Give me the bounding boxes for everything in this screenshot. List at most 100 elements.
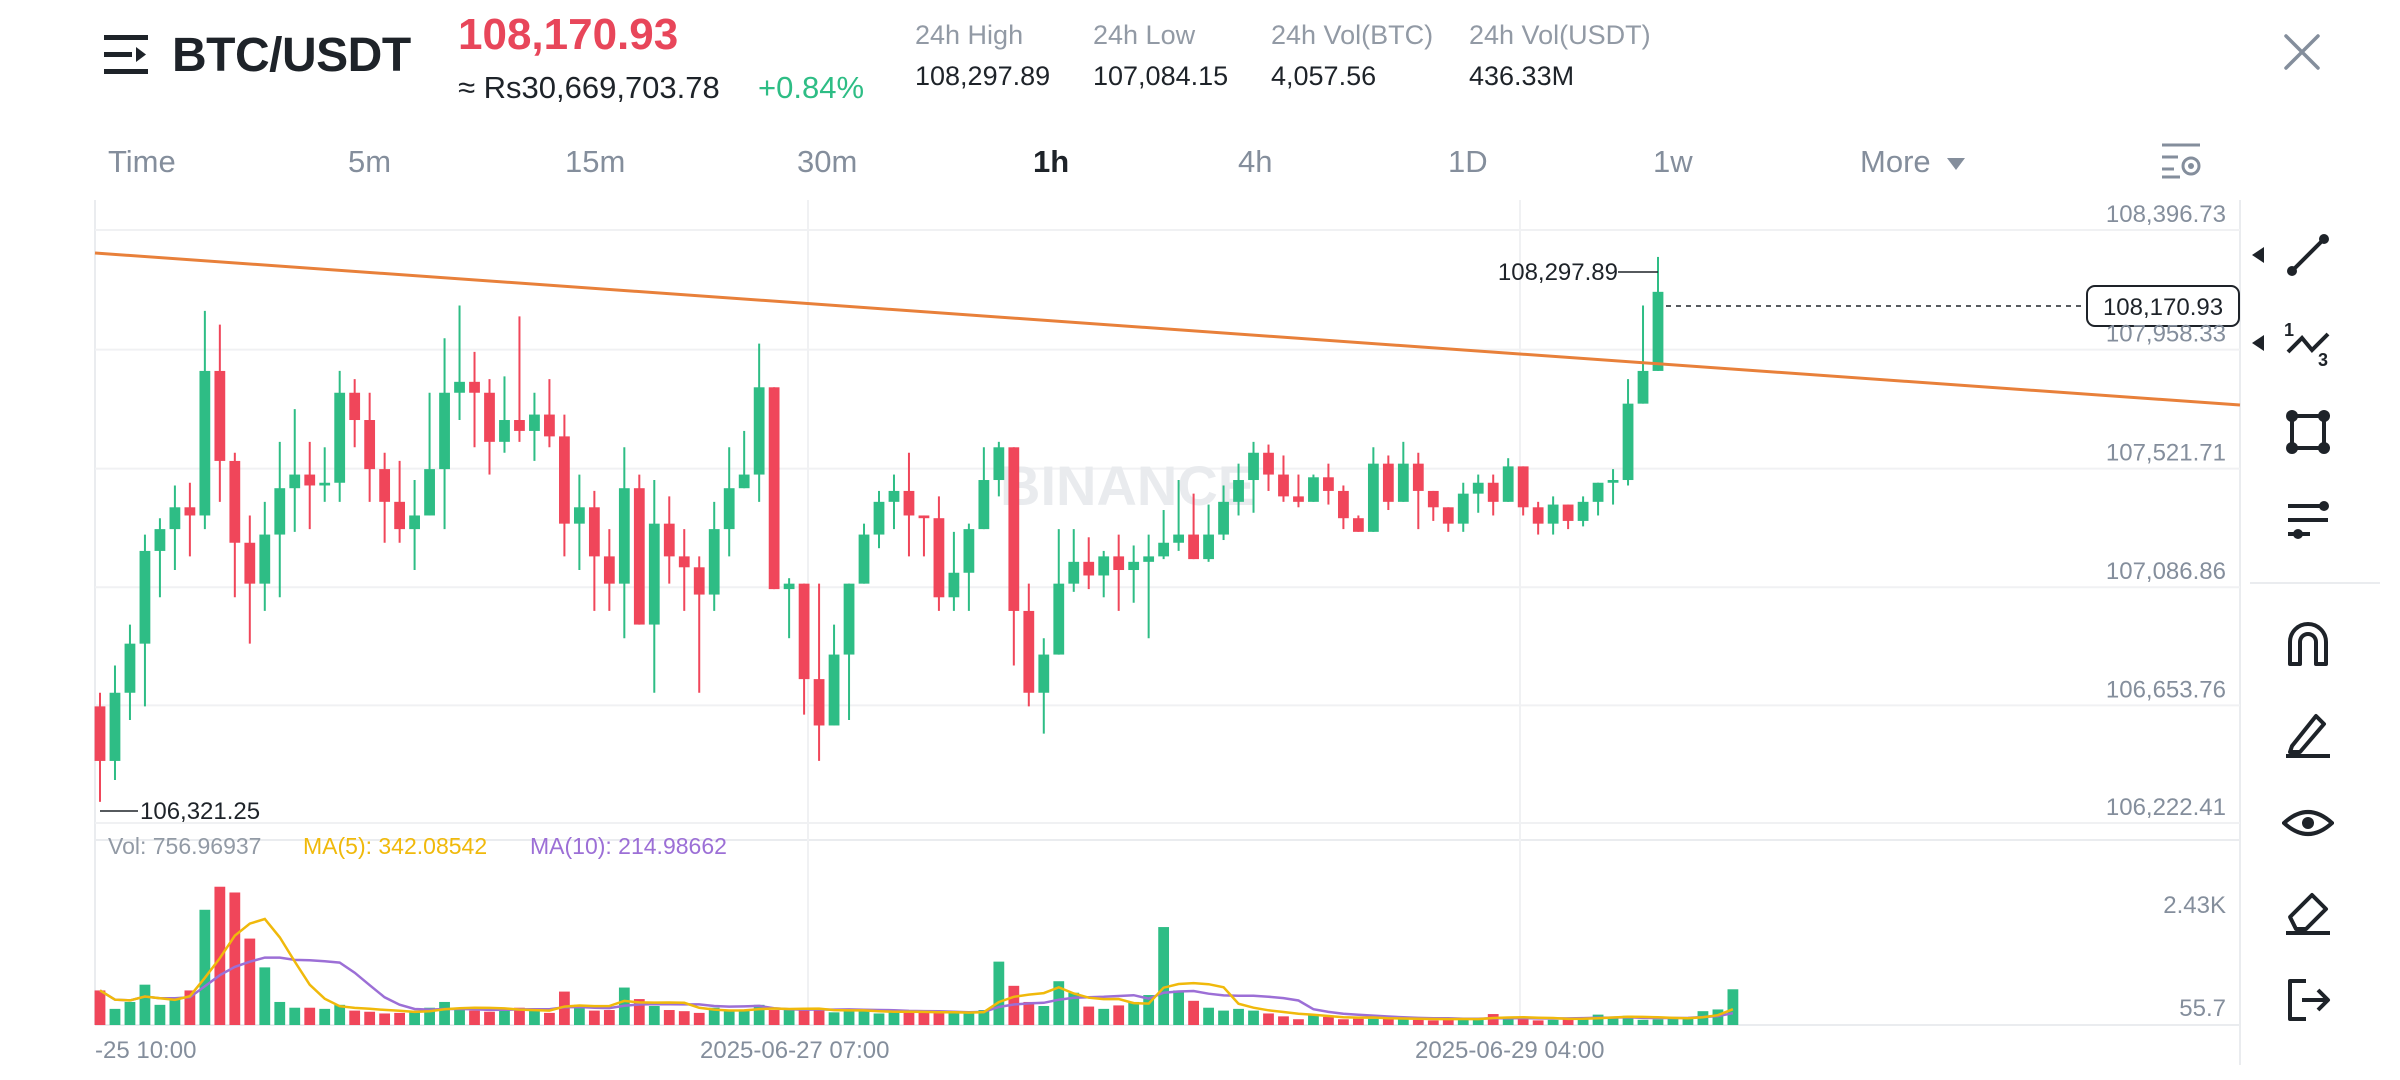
- volume-legend: Vol: 756.96937: [108, 833, 262, 859]
- candle-body: [1517, 466, 1529, 508]
- candles-layer: [94, 256, 1664, 802]
- candle-body: [439, 392, 450, 470]
- volume-bar: [1352, 1018, 1364, 1025]
- eye-icon[interactable]: [2281, 797, 2335, 849]
- volume-bar: [768, 1010, 780, 1025]
- volume-bar: [1023, 1001, 1035, 1025]
- candle-body: [184, 507, 196, 516]
- candle-body: [1143, 556, 1155, 562]
- close-icon[interactable]: [2282, 32, 2322, 72]
- volume-bar: [1263, 1013, 1274, 1025]
- volume-bar: [1083, 1006, 1095, 1025]
- stat-label-24h-high: 24h High: [915, 20, 1024, 50]
- magnet-icon[interactable]: [2282, 618, 2334, 670]
- volume-bar: [633, 999, 645, 1025]
- volume-bar: [229, 892, 241, 1025]
- candle-body: [529, 414, 540, 431]
- candle-body: [768, 387, 780, 590]
- volume-bar: [993, 961, 1005, 1025]
- volume-bar: [1278, 1016, 1289, 1025]
- indicator-settings-icon[interactable]: [2282, 494, 2334, 546]
- chart-settings-icon[interactable]: [2160, 140, 2204, 180]
- watermark: BINANCE: [1000, 454, 1255, 517]
- volume-bar: [963, 1013, 975, 1025]
- candle-body: [199, 370, 211, 516]
- volume-bar: [1173, 990, 1185, 1025]
- chevron-down-icon: [1947, 157, 1966, 170]
- candle-body: [813, 679, 825, 726]
- expand-caret-icon-2[interactable]: [2250, 333, 2266, 353]
- volume-bar: [259, 967, 271, 1025]
- candle-body: [1068, 561, 1080, 584]
- tab-15m[interactable]: 15m: [565, 144, 626, 179]
- candle-body: [633, 488, 645, 625]
- exit-icon[interactable]: [2282, 973, 2334, 1025]
- volume-bar: [214, 886, 226, 1025]
- candle-body: [274, 488, 286, 535]
- candle-body: [858, 534, 870, 584]
- volume-bar: [1667, 1017, 1679, 1025]
- menu-icon[interactable]: [102, 33, 152, 77]
- volume-bar: [603, 1010, 615, 1025]
- volume-bar: [139, 984, 151, 1025]
- tab-time[interactable]: Time: [108, 144, 176, 179]
- tab-1w[interactable]: 1w: [1653, 144, 1693, 179]
- volume-tick-label: 55.7: [2179, 995, 2226, 1022]
- candle-body: [783, 583, 795, 590]
- candle-body: [1263, 452, 1274, 475]
- volume-bar: [1577, 1017, 1589, 1025]
- candle-body: [873, 501, 885, 535]
- volume-bar: [648, 1005, 660, 1025]
- volume-bar: [918, 1011, 930, 1025]
- candle-body: [843, 583, 855, 655]
- candle-body: [334, 392, 346, 483]
- candle-body: [1562, 504, 1574, 521]
- pair-title[interactable]: BTC/USDT: [172, 29, 411, 82]
- volume-bar: [304, 1007, 316, 1025]
- candle-body: [424, 469, 435, 516]
- shape-icon[interactable]: [2282, 406, 2334, 458]
- volume-bar: [1532, 1020, 1544, 1025]
- price-tick-label: 106,222.41: [2106, 794, 2226, 821]
- candle-body: [1173, 534, 1185, 543]
- candle-body: [1038, 654, 1050, 693]
- candle-body: [1352, 518, 1364, 532]
- volume-bar: [948, 1012, 960, 1025]
- candle-body: [349, 392, 361, 421]
- candle-body: [753, 387, 765, 475]
- tab-4h[interactable]: 4h: [1238, 144, 1273, 179]
- volume-bar: [1607, 1016, 1619, 1025]
- volume-bar: [1547, 1019, 1559, 1025]
- candle-body: [319, 482, 331, 486]
- tab-30m[interactable]: 30m: [797, 144, 858, 179]
- candle-body: [304, 474, 316, 486]
- candle-body: [1442, 507, 1454, 524]
- expand-caret-icon[interactable]: [2250, 245, 2266, 265]
- volume-bar: [1652, 1019, 1664, 1025]
- candle-body: [948, 572, 960, 598]
- tab-1d[interactable]: 1D: [1448, 144, 1488, 179]
- volume-bar: [364, 1011, 376, 1025]
- trend-line-icon[interactable]: [2282, 229, 2334, 281]
- volume-bar: [1188, 1000, 1199, 1025]
- candle-body: [169, 507, 181, 530]
- candle-body: [678, 556, 690, 568]
- candle-body: [1128, 561, 1140, 571]
- volume-bar: [379, 1013, 391, 1025]
- volume-bar: [1143, 995, 1155, 1025]
- tab-more[interactable]: More: [1860, 144, 1967, 180]
- eraser-icon[interactable]: [2282, 885, 2334, 937]
- volume-bar: [424, 1007, 435, 1025]
- volume-bar: [1517, 1017, 1529, 1025]
- tab-1h[interactable]: 1h: [1033, 144, 1070, 179]
- volume-bar: [169, 999, 181, 1025]
- tab-5m[interactable]: 5m: [348, 144, 392, 179]
- pencil-icon[interactable]: [2282, 708, 2334, 760]
- candle-body: [1502, 466, 1514, 502]
- volume-bar: [798, 1009, 810, 1025]
- time-tick-label: 2025-06-27 07:00: [700, 1037, 890, 1064]
- volume-tick-label: 2.43K: [2163, 892, 2226, 919]
- candle-body: [1637, 370, 1649, 404]
